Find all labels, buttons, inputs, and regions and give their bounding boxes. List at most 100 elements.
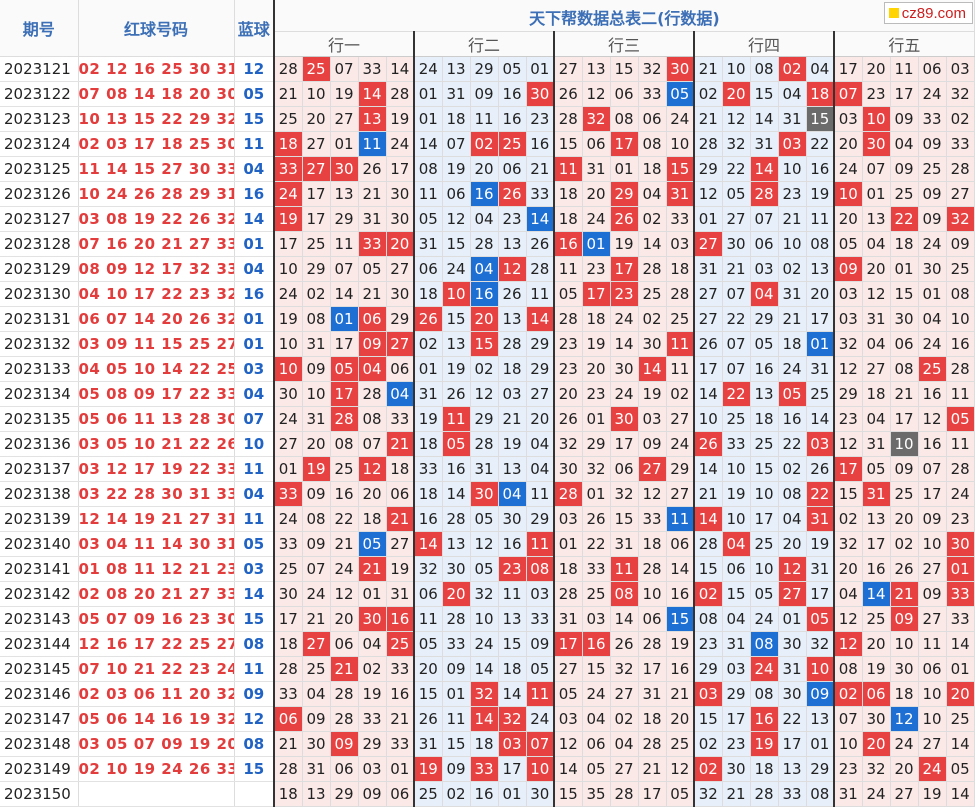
number-cell: 24	[274, 406, 303, 432]
number-cell: 24	[386, 131, 415, 157]
number-cell: 04	[778, 506, 807, 532]
number-cell: 09	[890, 456, 919, 482]
number-cell: 04	[834, 581, 863, 607]
number-cell: 01	[330, 131, 359, 157]
number-cell: 19	[638, 381, 667, 407]
number-cell: 21	[498, 406, 527, 432]
period-cell: 2023123	[0, 106, 79, 132]
number-cell: 24	[274, 181, 303, 207]
red-balls-cell: 07 16 20 21 27 33	[78, 231, 235, 257]
period-cell: 2023146	[0, 681, 79, 707]
number-cell: 27	[302, 631, 331, 657]
period-cell: 2023148	[0, 731, 79, 757]
number-cell: 11	[806, 206, 835, 232]
number-cell: 20	[890, 756, 919, 782]
red-balls-cell: 02 08 20 21 27 33	[78, 581, 235, 607]
red-balls-cell: 05 06 14 16 19 32	[78, 706, 235, 732]
number-cell: 17	[582, 281, 611, 307]
number-cell: 30	[862, 706, 891, 732]
number-cell: 27	[666, 406, 695, 432]
number-cell: 06	[638, 606, 667, 632]
number-cell: 19	[386, 106, 415, 132]
number-cell: 10	[274, 331, 303, 357]
number-cell: 12	[582, 81, 611, 107]
number-cell: 33	[414, 456, 443, 482]
number-cell: 05	[666, 781, 695, 807]
period-cell: 2023132	[0, 331, 79, 357]
number-cell: 33	[722, 431, 751, 457]
number-cell: 02	[470, 131, 499, 157]
blue-ball-cell: 04	[234, 381, 275, 407]
number-cell: 26	[442, 381, 471, 407]
number-cell: 10	[778, 231, 807, 257]
number-cell: 14	[946, 781, 975, 807]
number-cell: 06	[582, 731, 611, 757]
number-cell: 28	[386, 81, 415, 107]
number-cell: 17	[638, 656, 667, 682]
number-cell: 10	[862, 106, 891, 132]
number-cell: 14	[862, 581, 891, 607]
number-cell: 27	[274, 431, 303, 457]
number-cell: 11	[554, 156, 583, 182]
number-cell: 05	[442, 431, 471, 457]
number-cell: 04	[890, 131, 919, 157]
period-cell: 2023143	[0, 606, 79, 632]
number-cell: 28	[554, 106, 583, 132]
number-cell: 16	[666, 656, 695, 682]
number-cell: 14	[330, 281, 359, 307]
number-cell: 23	[498, 556, 527, 582]
number-cell: 18	[414, 481, 443, 507]
table-row: 2023131 06 07 14 20 26 32 01 19 08 01 06 29 26 15…	[0, 306, 975, 332]
number-cell: 03	[834, 106, 863, 132]
number-cell: 18	[890, 231, 919, 257]
number-cell: 10	[722, 506, 751, 532]
number-cell: 23	[694, 631, 723, 657]
period-cell: 2023144	[0, 631, 79, 657]
number-cell: 05	[722, 181, 751, 207]
number-cell: 32	[946, 206, 975, 232]
number-cell: 30	[386, 181, 415, 207]
number-cell: 20	[862, 56, 891, 82]
blue-ball-cell: 11	[234, 456, 275, 482]
number-cell: 16	[470, 781, 499, 807]
number-cell: 01	[694, 206, 723, 232]
red-balls-cell: 02 03 17 18 25 30	[78, 131, 235, 157]
number-cell: 06	[498, 156, 527, 182]
number-cell: 04	[470, 206, 499, 232]
number-cell: 23	[778, 181, 807, 207]
number-cell: 01	[946, 656, 975, 682]
period-cell: 2023150	[0, 781, 79, 807]
number-cell: 10	[834, 181, 863, 207]
number-cell: 26	[498, 281, 527, 307]
number-cell: 31	[302, 331, 331, 357]
table-row: 2023123 10 13 15 22 29 32 15 25 20 27 13 19 01 18…	[0, 106, 975, 132]
number-cell: 19	[610, 231, 639, 257]
number-cell: 24	[414, 56, 443, 82]
number-cell: 20	[666, 706, 695, 732]
number-cell: 31	[554, 606, 583, 632]
table-row: 2023124 02 03 17 18 25 30 11 18 27 01 11 24 14 07…	[0, 131, 975, 157]
number-cell: 15	[582, 656, 611, 682]
number-cell: 24	[302, 581, 331, 607]
number-cell: 10	[918, 531, 947, 557]
number-cell: 01	[442, 681, 471, 707]
number-cell: 17	[302, 181, 331, 207]
number-cell: 25	[582, 581, 611, 607]
number-cell: 27	[918, 606, 947, 632]
number-cell: 06	[274, 706, 303, 732]
number-cell: 30	[722, 756, 751, 782]
site-logo[interactable]: cz89.com	[883, 2, 973, 24]
number-cell: 12	[498, 256, 527, 282]
number-cell: 26	[890, 556, 919, 582]
number-cell: 31	[582, 156, 611, 182]
table-row: 2023144 12 16 17 22 25 27 08 18 27 06 04 25 05 33…	[0, 631, 975, 657]
number-cell: 25	[414, 781, 443, 807]
number-cell: 08	[638, 131, 667, 157]
number-cell: 33	[526, 606, 555, 632]
number-cell: 21	[330, 531, 359, 557]
number-cell: 16	[946, 331, 975, 357]
number-cell: 28	[330, 706, 359, 732]
number-cell: 08	[750, 681, 779, 707]
number-cell: 01	[582, 231, 611, 257]
number-cell: 30	[470, 481, 499, 507]
